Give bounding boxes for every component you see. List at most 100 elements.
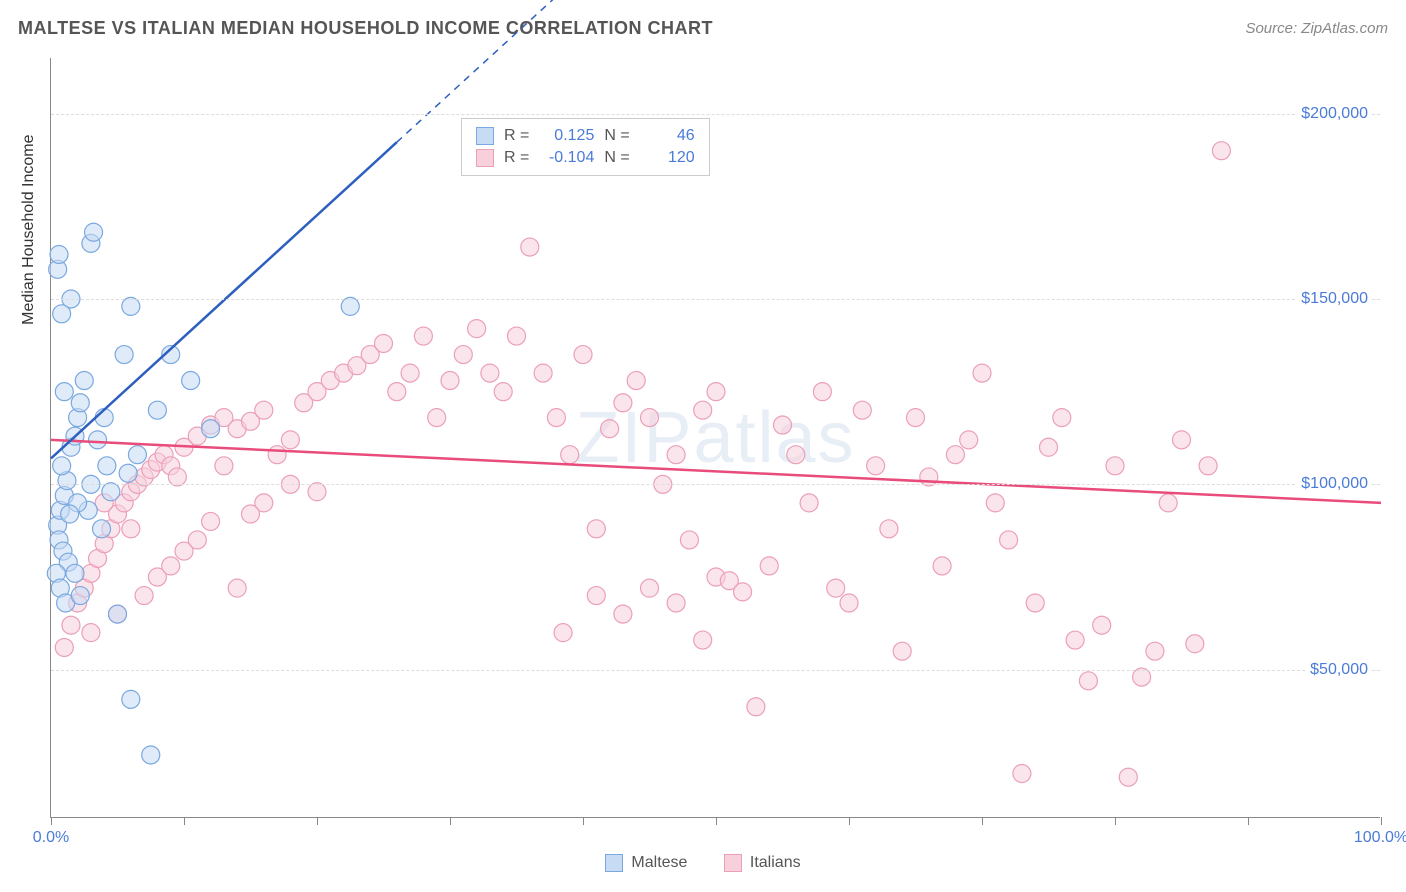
point-italians (561, 446, 579, 464)
point-italians (880, 520, 898, 538)
point-italians (1093, 616, 1111, 634)
point-italians (1066, 631, 1084, 649)
point-italians (82, 624, 100, 642)
chart-container: MALTESE VS ITALIAN MEDIAN HOUSEHOLD INCO… (0, 0, 1406, 892)
point-italians (534, 364, 552, 382)
point-italians (920, 468, 938, 486)
stats-row-maltese: R = 0.125 N = 46 (476, 125, 695, 147)
x-tick (583, 817, 584, 825)
point-maltese (53, 457, 71, 475)
point-italians (308, 483, 326, 501)
point-italians (1133, 668, 1151, 686)
x-tick (1248, 817, 1249, 825)
point-italians (694, 631, 712, 649)
point-maltese (102, 483, 120, 501)
point-maltese (71, 394, 89, 412)
swatch-italians-icon (724, 854, 742, 872)
point-italians (707, 383, 725, 401)
x-axis-label: 100.0% (1354, 829, 1406, 847)
point-maltese (128, 446, 146, 464)
point-italians (667, 594, 685, 612)
point-italians (55, 638, 73, 656)
x-tick (1115, 817, 1116, 825)
x-tick (184, 817, 185, 825)
point-italians (641, 579, 659, 597)
grid-line (51, 299, 1380, 300)
point-maltese (142, 746, 160, 764)
grid-line (51, 484, 1380, 485)
point-maltese (53, 305, 71, 323)
x-tick (317, 817, 318, 825)
point-italians (454, 346, 472, 364)
point-italians (574, 346, 592, 364)
y-tick-label: $150,000 (1297, 290, 1372, 308)
stats-row-italians: R = -0.104 N = 120 (476, 147, 695, 169)
legend-item-italians: Italians (724, 854, 801, 872)
r-label: R = (504, 127, 529, 145)
r-label: R = (504, 149, 529, 167)
point-italians (827, 579, 845, 597)
swatch-italians-icon (476, 149, 494, 167)
point-italians (734, 583, 752, 601)
plot-area: ZIPatlas R = 0.125 N = 46 R = -0.104 N =… (50, 58, 1380, 818)
point-maltese (93, 520, 111, 538)
point-maltese (89, 431, 107, 449)
point-maltese (119, 464, 137, 482)
point-italians (1013, 765, 1031, 783)
y-tick-label: $100,000 (1297, 475, 1372, 493)
point-maltese (75, 372, 93, 390)
x-tick (849, 817, 850, 825)
x-tick (51, 817, 52, 825)
bottom-legend: Maltese Italians (0, 854, 1406, 877)
swatch-maltese-icon (605, 854, 623, 872)
point-maltese (61, 505, 79, 523)
point-italians (468, 320, 486, 338)
point-italians (228, 579, 246, 597)
point-maltese (202, 420, 220, 438)
point-italians (1000, 531, 1018, 549)
y-axis-title: Median Household Income (20, 134, 38, 324)
chart-svg (51, 58, 1380, 817)
grid-line (51, 670, 1380, 671)
point-italians (1146, 642, 1164, 660)
r-value-maltese: 0.125 (539, 127, 594, 145)
point-maltese (55, 383, 73, 401)
point-italians (614, 605, 632, 623)
point-italians (1079, 672, 1097, 690)
r-value-italians: -0.104 (539, 149, 594, 167)
point-maltese (115, 346, 133, 364)
point-italians (215, 457, 233, 475)
point-italians (162, 557, 180, 575)
legend-item-maltese: Maltese (605, 854, 687, 872)
legend-label-maltese: Maltese (631, 854, 687, 872)
point-maltese (50, 245, 68, 263)
point-italians (281, 431, 299, 449)
n-value-maltese: 46 (640, 127, 695, 145)
point-italians (853, 401, 871, 419)
point-italians (1186, 635, 1204, 653)
point-italians (168, 468, 186, 486)
point-italians (641, 409, 659, 427)
point-italians (1106, 457, 1124, 475)
point-italians (986, 494, 1004, 512)
point-italians (441, 372, 459, 390)
point-italians (907, 409, 925, 427)
point-italians (614, 394, 632, 412)
point-maltese (122, 690, 140, 708)
chart-title: MALTESE VS ITALIAN MEDIAN HOUSEHOLD INCO… (18, 18, 713, 39)
point-italians (774, 416, 792, 434)
point-italians (388, 383, 406, 401)
x-axis-label: 0.0% (33, 829, 69, 847)
point-italians (122, 520, 140, 538)
point-italians (893, 642, 911, 660)
point-italians (587, 520, 605, 538)
point-italians (1026, 594, 1044, 612)
x-tick (716, 817, 717, 825)
point-maltese (148, 401, 166, 419)
point-italians (1053, 409, 1071, 427)
grid-line (51, 114, 1380, 115)
stats-legend-box: R = 0.125 N = 46 R = -0.104 N = 120 (461, 118, 710, 176)
point-maltese (182, 372, 200, 390)
point-italians (481, 364, 499, 382)
point-italians (375, 334, 393, 352)
